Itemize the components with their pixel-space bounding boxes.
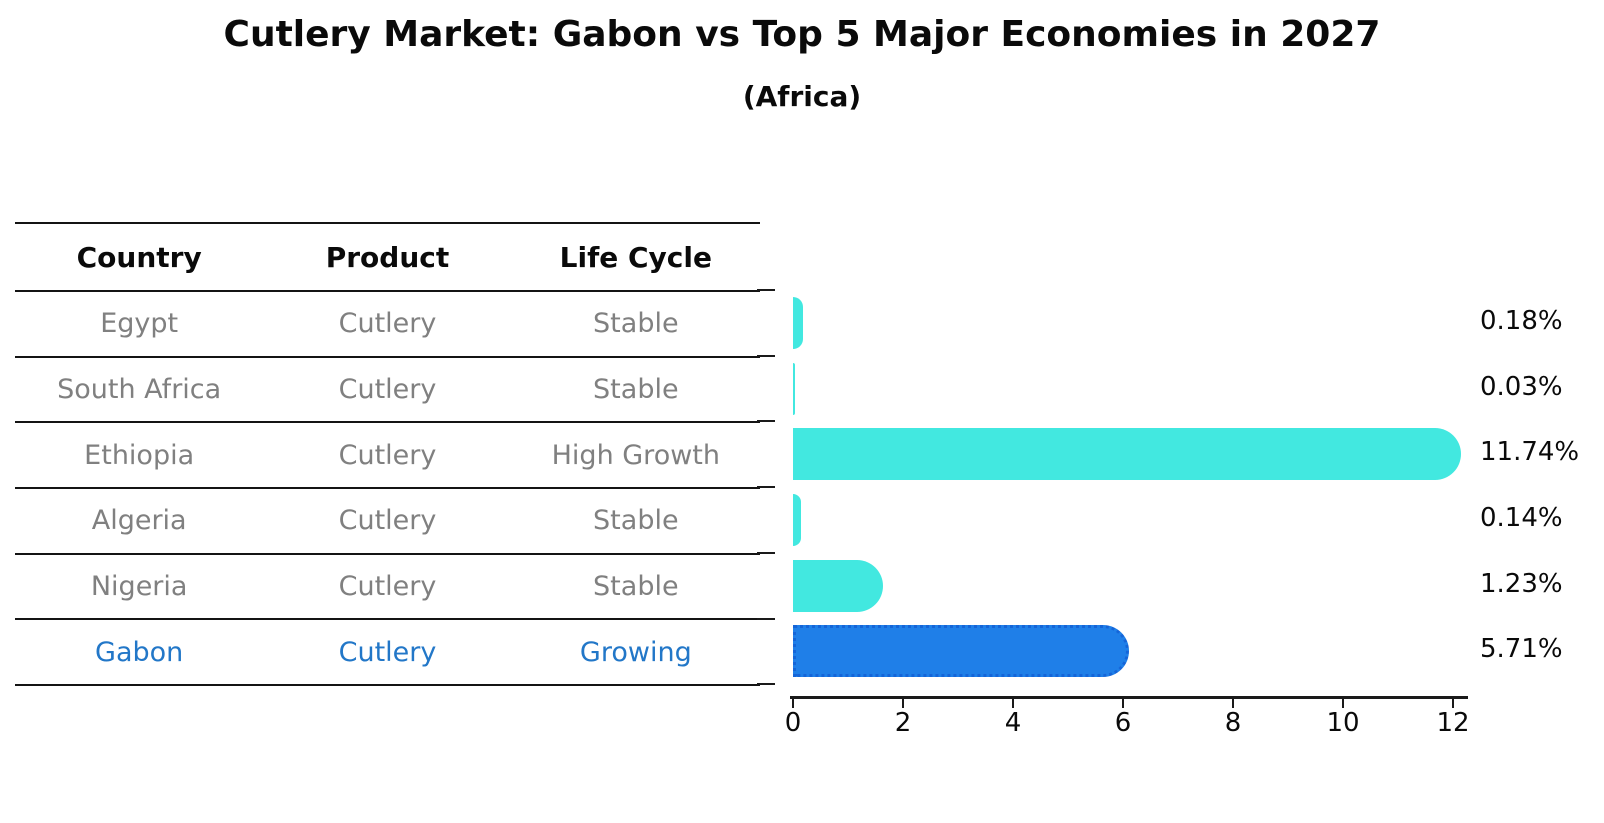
y-axis-tick	[757, 551, 775, 554]
bar-value-label: 0.03%	[1480, 371, 1563, 402]
country-table: Country Product Life Cycle Egypt Cutlery…	[15, 222, 760, 687]
cell-product: Cutlery	[338, 571, 437, 603]
x-axis-tick	[1122, 699, 1124, 708]
cell-country: Algeria	[91, 505, 187, 537]
cell-country: Nigeria	[90, 571, 188, 603]
x-axis-tick	[1232, 699, 1234, 708]
x-axis-tick-label: 6	[1114, 708, 1132, 738]
bar-algeria	[793, 493, 801, 546]
x-axis-tick-label: 0	[784, 708, 802, 738]
bar-value-label: 1.23%	[1480, 568, 1563, 599]
cell-product: Cutlery	[338, 439, 437, 471]
bar-value-label: 0.18%	[1480, 305, 1563, 336]
table-row: Gabon Cutlery Growing	[15, 620, 760, 687]
cell-life-cycle: Stable	[593, 505, 679, 537]
x-axis-tick-label: 8	[1224, 708, 1242, 738]
cell-life-cycle: Stable	[593, 571, 679, 603]
column-header-product: Product	[325, 240, 450, 274]
chart-title: Cutlery Market: Gabon vs Top 5 Major Eco…	[223, 14, 1381, 55]
x-axis-tick-label: 10	[1326, 708, 1360, 738]
column-header-country: Country	[76, 240, 202, 274]
x-axis-tick	[792, 699, 794, 708]
bar-ethiopia	[793, 428, 1461, 481]
bar-value-label: 0.14%	[1480, 502, 1563, 533]
table-row: Algeria Cutlery Stable	[15, 489, 760, 555]
cell-life-cycle: Stable	[593, 374, 679, 406]
cell-country: Gabon	[95, 636, 184, 668]
bar-nigeria	[793, 559, 883, 612]
bar-value-label: 11.74%	[1480, 437, 1580, 468]
x-axis-tick-label: 12	[1436, 708, 1470, 738]
table-row: Egypt Cutlery Stable	[15, 292, 760, 358]
cell-life-cycle: High Growth	[551, 439, 720, 471]
cell-country: Ethiopia	[84, 439, 195, 471]
y-axis-tick	[757, 683, 775, 686]
x-axis-tick	[1342, 699, 1344, 708]
cell-country: Egypt	[100, 308, 179, 340]
x-axis-tick	[1012, 699, 1014, 708]
cell-product: Cutlery	[338, 374, 437, 406]
cell-product: Cutlery	[338, 636, 437, 668]
cell-product: Cutlery	[338, 505, 437, 537]
cell-country: South Africa	[57, 374, 222, 406]
y-axis-tick	[757, 354, 775, 357]
y-axis-tick	[757, 420, 775, 423]
y-axis-tick	[757, 486, 775, 489]
cell-product: Cutlery	[338, 308, 437, 340]
bar-egypt	[793, 296, 803, 349]
table-row: South Africa Cutlery Stable	[15, 358, 760, 424]
bar-gabon	[793, 625, 1130, 678]
x-axis-tick-label: 2	[894, 708, 912, 738]
chart-subtitle: (Africa)	[742, 80, 862, 113]
table-row: Ethiopia Cutlery High Growth	[15, 423, 760, 490]
x-axis-line	[790, 696, 1468, 699]
bar-south-africa	[793, 362, 795, 415]
cell-life-cycle: Growing	[579, 636, 692, 668]
cell-life-cycle: Stable	[593, 308, 679, 340]
y-axis-tick	[757, 617, 775, 620]
x-axis-tick-label: 4	[1004, 708, 1022, 738]
y-axis-tick	[757, 289, 775, 291]
x-axis-tick	[902, 699, 904, 708]
table-header-row: Country Product Life Cycle	[15, 222, 760, 292]
x-axis-tick	[1452, 699, 1454, 708]
bar-value-label: 5.71%	[1480, 634, 1563, 665]
table-row: Nigeria Cutlery Stable	[15, 555, 760, 621]
column-header-life-cycle: Life Cycle	[559, 240, 712, 274]
